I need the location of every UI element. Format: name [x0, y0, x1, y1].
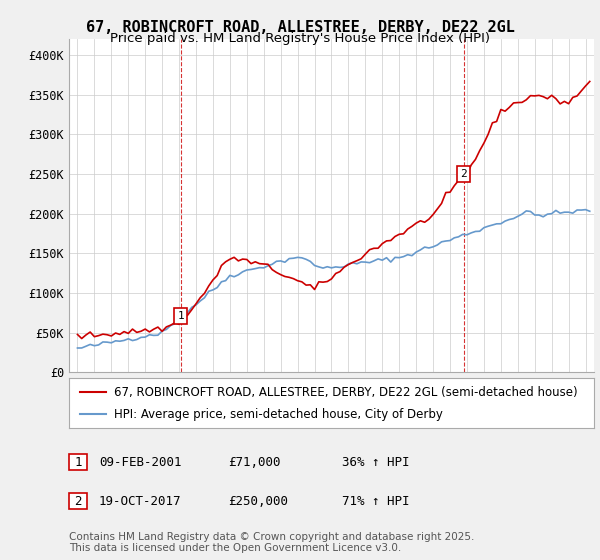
Text: 1: 1 [74, 455, 82, 469]
Text: £250,000: £250,000 [228, 494, 288, 508]
FancyBboxPatch shape [69, 454, 87, 470]
Text: 67, ROBINCROFT ROAD, ALLESTREE, DERBY, DE22 2GL (semi-detached house): 67, ROBINCROFT ROAD, ALLESTREE, DERBY, D… [113, 386, 577, 399]
Text: 09-FEB-2001: 09-FEB-2001 [99, 455, 182, 469]
FancyBboxPatch shape [69, 493, 87, 509]
Text: 1: 1 [178, 311, 184, 321]
Text: 19-OCT-2017: 19-OCT-2017 [99, 494, 182, 508]
Text: 2: 2 [74, 494, 82, 508]
Text: 67, ROBINCROFT ROAD, ALLESTREE, DERBY, DE22 2GL: 67, ROBINCROFT ROAD, ALLESTREE, DERBY, D… [86, 20, 514, 35]
Text: £71,000: £71,000 [228, 455, 281, 469]
Text: 71% ↑ HPI: 71% ↑ HPI [342, 494, 409, 508]
Text: HPI: Average price, semi-detached house, City of Derby: HPI: Average price, semi-detached house,… [113, 408, 443, 421]
Text: 2: 2 [460, 169, 467, 179]
Text: Contains HM Land Registry data © Crown copyright and database right 2025.
This d: Contains HM Land Registry data © Crown c… [69, 531, 475, 553]
Text: 36% ↑ HPI: 36% ↑ HPI [342, 455, 409, 469]
Text: Price paid vs. HM Land Registry's House Price Index (HPI): Price paid vs. HM Land Registry's House … [110, 32, 490, 45]
